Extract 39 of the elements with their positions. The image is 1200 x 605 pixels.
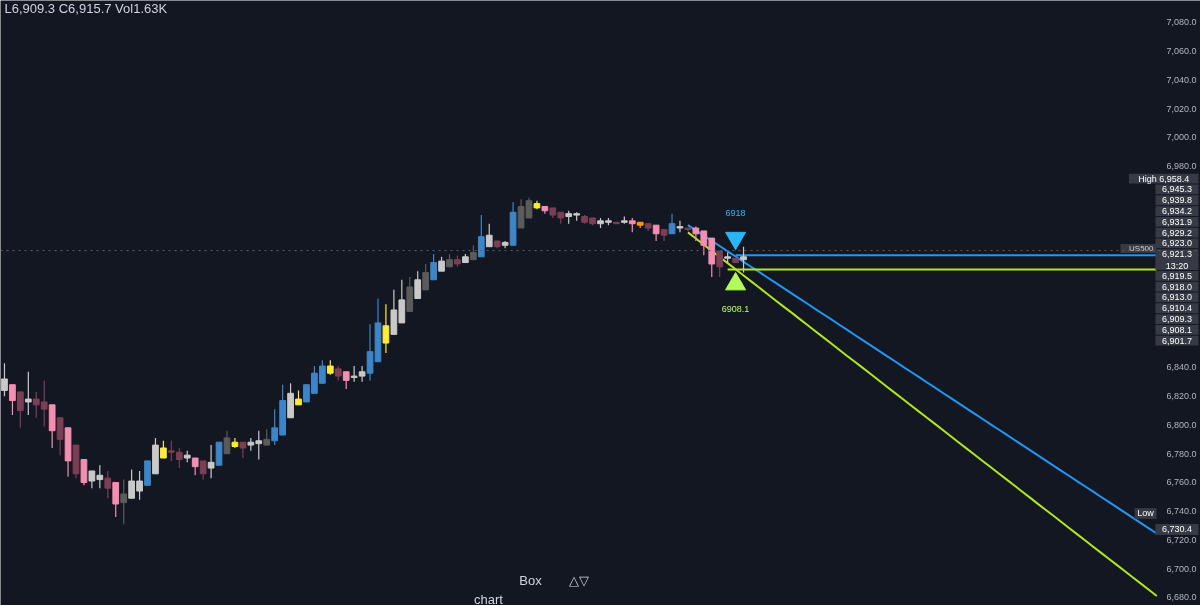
annotation: 6,910.4 <box>1161 303 1192 314</box>
annotation: 6918 <box>725 208 746 219</box>
annotation: 6,909.3 <box>1161 314 1192 325</box>
annotation: 6,918.0 <box>1161 281 1192 292</box>
annotation: 6,901.7 <box>1161 335 1192 346</box>
annotation: 6,923.0 <box>1161 238 1192 249</box>
annotation: chart <box>474 592 504 605</box>
y-tick-label: 6,680.0 <box>1166 592 1197 603</box>
y-tick-label: 6,720.0 <box>1166 534 1197 545</box>
ref-line-label: US500 <box>1129 244 1155 254</box>
y-tick-label: 7,080.0 <box>1166 17 1197 28</box>
y-tick-label: 6,980.0 <box>1166 161 1197 172</box>
y-tick-label: 7,060.0 <box>1166 46 1197 57</box>
annotation: L6,909.3 C6,915.7 Vol1.63K <box>4 1 168 16</box>
annotation: 6,908.1 <box>1161 324 1192 335</box>
y-tick-label: 6,820.0 <box>1166 391 1197 402</box>
y-tick-label: 6,780.0 <box>1166 448 1197 459</box>
annotation: △▽ <box>568 573 589 588</box>
annotation: 6,929.2 <box>1161 227 1192 238</box>
y-tick-label: 6,840.0 <box>1166 362 1197 373</box>
annotation: 6,913.0 <box>1161 292 1192 303</box>
annotation: 6,921.3 13:20 <box>1161 248 1192 271</box>
annotation: 6,931.9 <box>1161 216 1192 227</box>
y-tick-label: 7,040.0 <box>1166 74 1197 85</box>
annotation: 6,945.3 <box>1161 184 1192 195</box>
annotation: 6,919.5 <box>1161 270 1192 281</box>
y-tick-label: 7,000.0 <box>1166 132 1197 143</box>
annotation: 6,939.8 <box>1161 195 1192 206</box>
annotation: Box <box>519 573 543 588</box>
y-tick-label: 6,760.0 <box>1166 477 1197 488</box>
annotation: 6,934.2 <box>1161 206 1192 217</box>
y-tick-label: 6,700.0 <box>1166 563 1197 574</box>
annotation: 6,730.4 <box>1161 524 1192 535</box>
y-tick-label: 7,020.0 <box>1166 103 1197 114</box>
annotation: 6908.1 <box>721 304 750 315</box>
annotation: Low <box>1137 508 1155 519</box>
y-tick-label: 6,800.0 <box>1166 419 1197 430</box>
annotation: High 6,958.4 <box>1138 173 1190 184</box>
y-tick-label: 6,740.0 <box>1166 506 1197 517</box>
